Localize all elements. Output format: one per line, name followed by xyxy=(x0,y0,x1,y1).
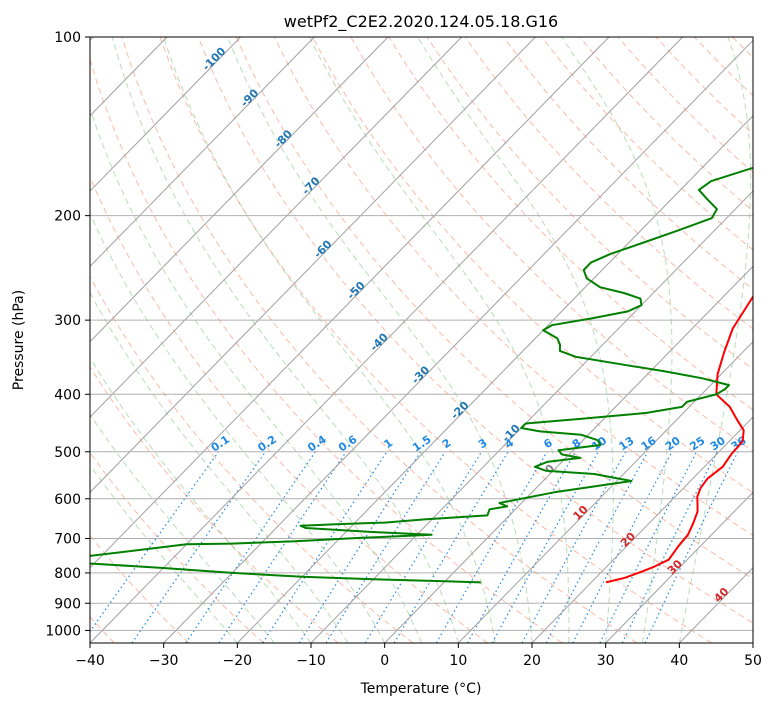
x-tick-label: 10 xyxy=(449,653,467,669)
y-tick-label: 900 xyxy=(54,596,81,612)
x-tick-label: 50 xyxy=(744,653,762,669)
x-axis-label: Temperature (°C) xyxy=(360,681,482,697)
x-tick-label: −20 xyxy=(223,653,253,669)
y-tick-label: 800 xyxy=(54,566,81,582)
y-tick-label: 1000 xyxy=(45,623,81,639)
y-tick-label: 300 xyxy=(54,313,81,329)
x-tick-label: −10 xyxy=(296,653,326,669)
x-tick-label: 40 xyxy=(670,653,688,669)
y-tick-label: 700 xyxy=(54,532,81,548)
y-tick-label: 600 xyxy=(54,492,81,508)
y-tick-label: 100 xyxy=(54,30,81,46)
y-tick-label: 500 xyxy=(54,445,81,461)
x-tick-label: 0 xyxy=(380,653,389,669)
y-axis-label: Pressure (hPa) xyxy=(11,290,27,390)
x-tick-label: −40 xyxy=(75,653,105,669)
y-tick-label: 400 xyxy=(54,387,81,403)
x-tick-label: 20 xyxy=(523,653,541,669)
x-tick-label: 30 xyxy=(597,653,615,669)
x-tick-label: −30 xyxy=(149,653,179,669)
y-tick-label: 200 xyxy=(54,209,81,225)
chart-title: wetPf2_C2E2.2020.124.05.18.G16 xyxy=(284,12,558,32)
